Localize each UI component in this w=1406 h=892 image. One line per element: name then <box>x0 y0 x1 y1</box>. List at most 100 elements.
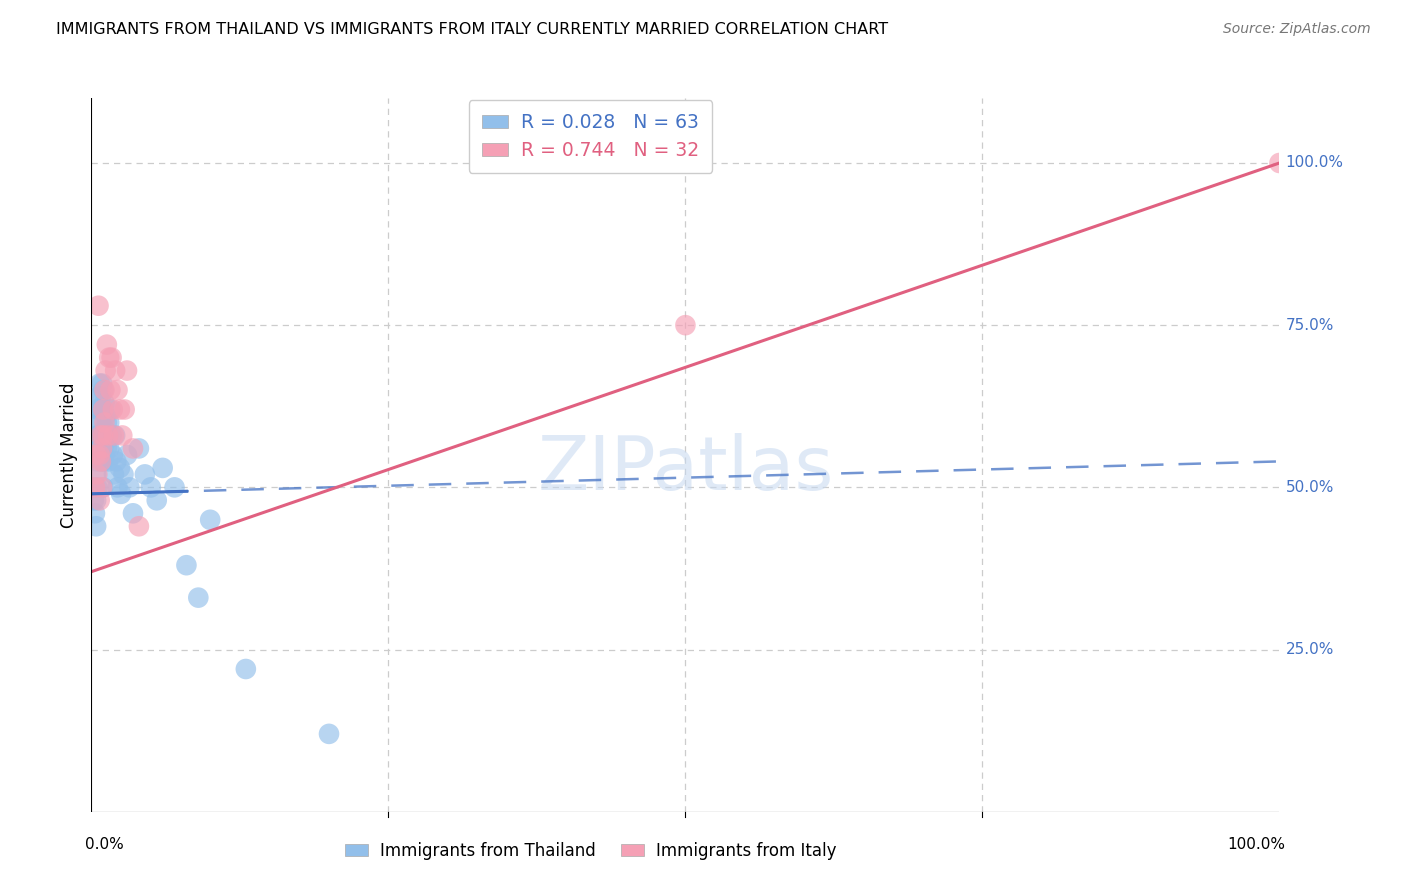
Point <box>86 467 108 482</box>
Point <box>91 454 114 468</box>
Text: 25.0%: 25.0% <box>1285 642 1334 657</box>
Point <box>163 480 186 494</box>
Point <box>104 428 127 442</box>
Point <box>100 351 122 365</box>
Point <box>100 402 122 417</box>
Point <box>87 442 110 456</box>
Point <box>110 487 132 501</box>
Point <box>91 402 114 417</box>
Point <box>97 428 120 442</box>
Point <box>87 390 110 404</box>
Point <box>93 448 115 462</box>
Point <box>89 428 111 442</box>
Point <box>96 337 118 351</box>
Point <box>107 383 129 397</box>
Point <box>105 454 128 468</box>
Point <box>200 513 222 527</box>
Point <box>91 454 114 468</box>
Point <box>84 506 107 520</box>
Point <box>108 402 131 417</box>
Point <box>89 493 111 508</box>
Point <box>90 442 112 456</box>
Point <box>673 318 696 333</box>
Legend: Immigrants from Thailand, Immigrants from Italy: Immigrants from Thailand, Immigrants fro… <box>333 830 848 871</box>
Point <box>84 467 107 482</box>
Point <box>93 396 115 410</box>
Point <box>89 448 111 462</box>
Y-axis label: Currently Married: Currently Married <box>59 382 77 528</box>
Point <box>128 519 150 533</box>
Text: IMMIGRANTS FROM THAILAND VS IMMIGRANTS FROM ITALY CURRENTLY MARRIED CORRELATION : IMMIGRANTS FROM THAILAND VS IMMIGRANTS F… <box>56 22 889 37</box>
Point <box>89 402 111 417</box>
Point <box>86 402 108 417</box>
Text: 0.0%: 0.0% <box>86 837 124 852</box>
Text: 75.0%: 75.0% <box>1285 318 1334 333</box>
Point <box>91 480 114 494</box>
Point <box>101 448 124 462</box>
Point <box>187 591 209 605</box>
Point <box>91 442 114 456</box>
Text: Source: ZipAtlas.com: Source: ZipAtlas.com <box>1223 22 1371 37</box>
Point <box>96 416 118 430</box>
Point <box>97 428 120 442</box>
Point <box>111 428 134 442</box>
Point <box>98 442 121 456</box>
Point <box>91 428 114 442</box>
Point <box>91 376 114 391</box>
Point <box>90 454 112 468</box>
Text: 100.0%: 100.0% <box>1285 155 1343 170</box>
Point <box>114 402 136 417</box>
Point <box>93 416 115 430</box>
Point <box>145 493 167 508</box>
Point <box>84 480 107 494</box>
Point <box>134 467 156 482</box>
Point <box>98 416 121 430</box>
Point <box>84 448 107 462</box>
Point <box>101 402 124 417</box>
Point <box>94 434 117 449</box>
Point <box>90 428 112 442</box>
Point <box>107 480 129 494</box>
Point <box>91 402 114 417</box>
Point <box>94 363 117 377</box>
Point <box>84 493 107 508</box>
Point <box>103 467 125 482</box>
Point <box>100 383 122 397</box>
Point <box>93 422 115 436</box>
Point <box>86 428 108 442</box>
Point <box>98 351 121 365</box>
Point <box>176 558 198 573</box>
Point <box>91 480 114 494</box>
Point <box>91 383 114 397</box>
Point <box>112 467 135 482</box>
Point <box>90 416 112 430</box>
Point <box>96 442 118 456</box>
Point <box>235 662 257 676</box>
Point <box>115 448 138 462</box>
Point <box>318 727 340 741</box>
Point <box>89 376 111 391</box>
Point <box>83 493 105 508</box>
Point <box>97 454 120 468</box>
Point <box>128 442 150 456</box>
Point <box>94 409 117 423</box>
Point <box>139 480 162 494</box>
Point <box>91 428 114 442</box>
Point <box>104 363 127 377</box>
Point <box>100 428 122 442</box>
Point <box>86 480 108 494</box>
Point <box>152 461 174 475</box>
Point <box>1268 156 1291 170</box>
Text: 50.0%: 50.0% <box>1285 480 1334 495</box>
Point <box>122 442 145 456</box>
Point <box>87 416 110 430</box>
Point <box>87 299 110 313</box>
Point <box>84 519 107 533</box>
Point <box>90 390 112 404</box>
Point <box>118 480 141 494</box>
Point <box>103 428 125 442</box>
Text: 100.0%: 100.0% <box>1227 837 1285 852</box>
Point <box>91 402 114 417</box>
Point <box>115 363 138 377</box>
Point <box>86 454 108 468</box>
